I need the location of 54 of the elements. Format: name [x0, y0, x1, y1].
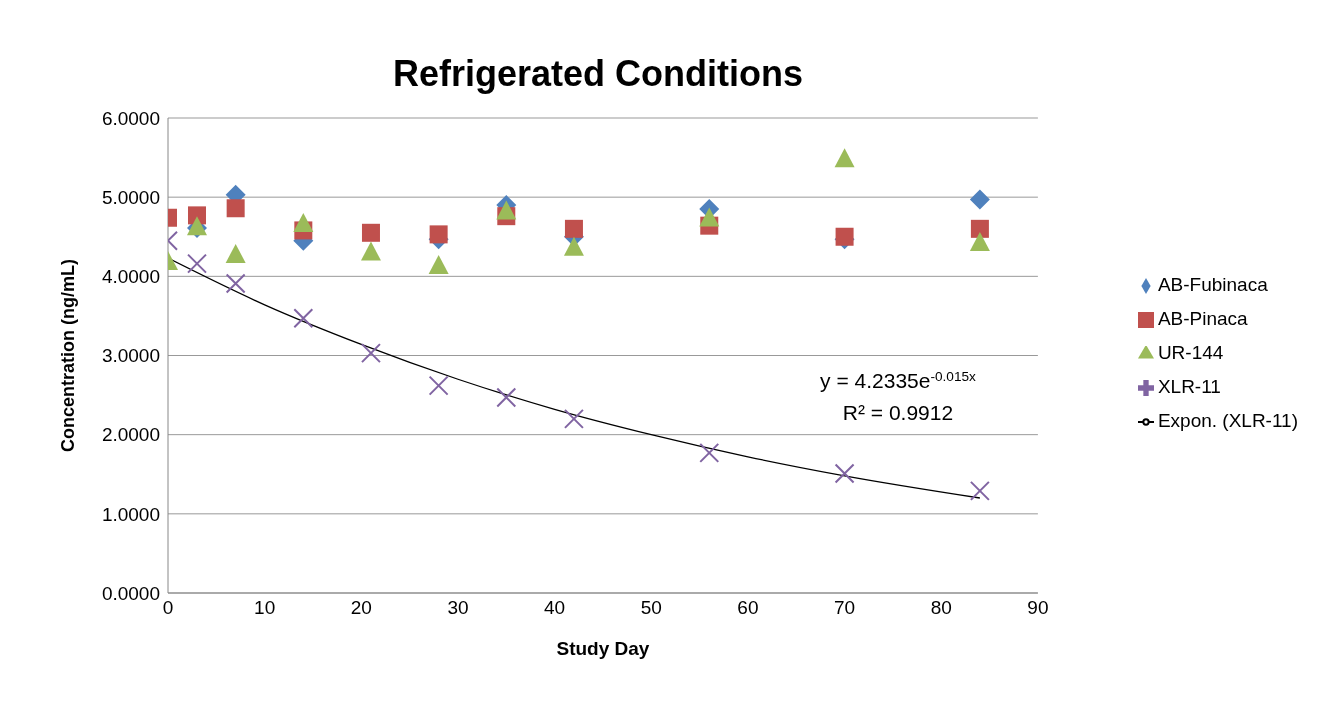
y-tick-label: 5.0000 [101, 186, 160, 208]
point [496, 387, 517, 408]
point [187, 253, 207, 274]
x-tick-label: 70 [834, 597, 856, 619]
point [969, 232, 990, 252]
point [225, 243, 246, 263]
x-axis-title: Study Day [556, 638, 650, 659]
point [834, 463, 855, 484]
point [428, 375, 449, 396]
point [428, 255, 449, 275]
point [360, 241, 381, 261]
point [293, 213, 314, 233]
legend-label: UR-144 [1157, 342, 1224, 363]
legend-label: XLR-11 [1157, 376, 1221, 397]
y-tick-label: 1.0000 [101, 503, 160, 525]
point [429, 225, 448, 244]
y-tick-label: 3.0000 [101, 345, 160, 367]
point [699, 207, 720, 227]
point [293, 308, 314, 329]
y-tick-label: 2.0000 [101, 424, 160, 446]
x-tick-label: 0 [162, 597, 174, 619]
chart-title: Refrigerated Conditions [392, 53, 804, 94]
point [834, 148, 855, 168]
point [226, 199, 245, 218]
annotation: y = 4.2335e$^{-0.015x}$ [820, 368, 977, 392]
x-tick-label: 60 [737, 597, 759, 619]
y-axis-title: Concentration (ng/mL) [58, 259, 79, 452]
y-tick-label: 4.0000 [101, 266, 160, 288]
x-tick-label: 50 [640, 597, 662, 619]
x-tick-label: 30 [447, 597, 469, 619]
point [496, 200, 517, 220]
point [361, 223, 380, 242]
x-tick-label: 80 [930, 597, 952, 619]
point [360, 343, 381, 364]
point [188, 206, 206, 225]
point [563, 408, 584, 429]
legend-label: Expon. (XLR-11) [1157, 410, 1298, 431]
point [563, 236, 584, 256]
x-tick-label: 40 [544, 597, 566, 619]
point [564, 219, 583, 238]
x-tick-label: 10 [254, 597, 276, 619]
y-tick-label: 6.0000 [101, 107, 160, 129]
y-tick-label: 0.0000 [101, 582, 160, 604]
point [699, 442, 720, 463]
legend-label: AB-Pinaca [1157, 308, 1248, 329]
point [969, 480, 990, 501]
legend-label: AB-Fubinaca [1157, 274, 1268, 295]
point [969, 189, 990, 210]
annotation: R² = 0.9912 [842, 401, 954, 424]
point [835, 227, 854, 246]
point [970, 219, 989, 238]
point [225, 273, 246, 294]
x-tick-label: 90 [1027, 597, 1049, 619]
x-tick-label: 20 [350, 597, 372, 619]
